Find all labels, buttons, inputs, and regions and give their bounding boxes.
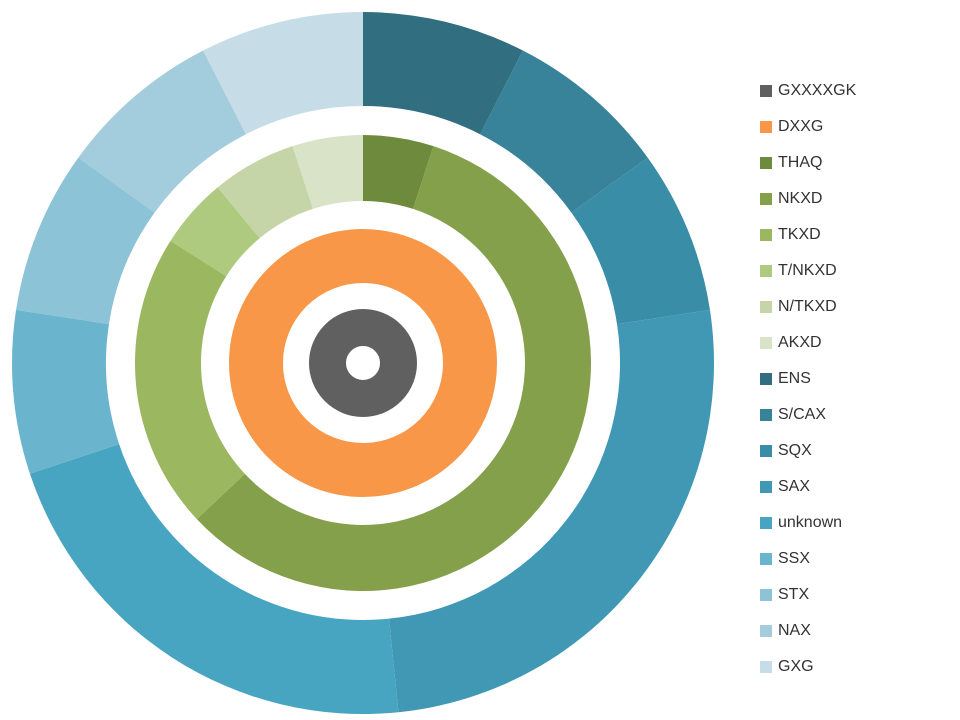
legend-swatch xyxy=(760,265,772,277)
legend-label: GXXXXGK xyxy=(778,82,857,99)
legend-item-sqx: SQX xyxy=(760,441,856,477)
legend-item-sax: SAX xyxy=(760,477,856,513)
slice-ssx xyxy=(11,309,120,474)
slice-stx xyxy=(16,157,155,325)
legend-label: STX xyxy=(778,586,810,603)
legend-swatch xyxy=(760,517,772,529)
legend-swatch xyxy=(760,85,772,97)
legend-item-s-cax: S/CAX xyxy=(760,405,856,441)
slice-unknown xyxy=(29,444,399,715)
legend-swatch xyxy=(760,409,772,421)
legend-label: NKXD xyxy=(778,190,823,207)
slice-t-nkxd xyxy=(170,187,260,277)
legend-item-tkxd: TKXD xyxy=(760,225,856,261)
legend-swatch xyxy=(760,301,772,313)
legend-label: AKXD xyxy=(778,334,822,351)
legend-label: DXXG xyxy=(778,118,824,135)
legend-item-stx: STX xyxy=(760,585,856,621)
slice-nkxd xyxy=(196,146,591,592)
legend-swatch xyxy=(760,193,772,205)
legend-swatch xyxy=(760,121,772,133)
slice-sqx xyxy=(571,157,710,325)
legend-item-n-tkxd: N/TKXD xyxy=(760,297,856,333)
legend-label: S/CAX xyxy=(778,406,827,423)
slice-thaq xyxy=(363,135,434,209)
legend-item-ssx: SSX xyxy=(760,549,856,585)
legend-item-nkxd: NKXD xyxy=(760,189,856,225)
legend-label: SAX xyxy=(778,478,811,495)
slice-gxxxxgk xyxy=(309,308,417,418)
slice-akxd xyxy=(292,135,363,209)
slice-nax xyxy=(78,50,246,213)
legend-swatch xyxy=(760,625,772,637)
slice-gxg xyxy=(203,12,363,135)
chart-legend: GXXXXGK DXXG THAQ NKXD TKXD T/NKXD N/TKXD AKXD E… xyxy=(760,81,856,693)
legend-item-ens: ENS xyxy=(760,369,856,405)
legend-item-dxxg: DXXG xyxy=(760,117,856,153)
legend-item-akxd: AKXD xyxy=(760,333,856,369)
slice-n-tkxd xyxy=(217,146,313,239)
legend-label: N/TKXD xyxy=(778,298,837,315)
legend-label: SSX xyxy=(778,550,811,567)
legend-label: ENS xyxy=(778,370,811,387)
slice-dxxg xyxy=(229,228,497,498)
legend-swatch xyxy=(760,157,772,169)
legend-item-thaq: THAQ xyxy=(760,153,856,189)
legend-label: TKXD xyxy=(778,226,821,243)
legend-label: THAQ xyxy=(778,154,823,171)
legend-swatch xyxy=(760,229,772,241)
legend-swatch xyxy=(760,589,772,601)
legend-swatch xyxy=(760,481,772,493)
legend-label: unknown xyxy=(778,514,843,531)
slice-s-cax xyxy=(480,50,648,213)
legend-item-gxxxxgk: GXXXXGK xyxy=(760,81,856,117)
legend-item-gxg: GXG xyxy=(760,657,856,693)
slice-sax xyxy=(389,309,715,713)
legend-label: NAX xyxy=(778,622,811,639)
legend-label: GXG xyxy=(778,658,814,675)
legend-swatch xyxy=(760,373,772,385)
legend-swatch xyxy=(760,337,772,349)
legend-label: T/NKXD xyxy=(778,262,837,279)
legend-swatch xyxy=(760,445,772,457)
legend-item-nax: NAX xyxy=(760,621,856,657)
slice-ens xyxy=(363,12,523,135)
legend-swatch xyxy=(760,661,772,673)
slice-tkxd xyxy=(135,240,245,520)
legend-item-t-nkxd: T/NKXD xyxy=(760,261,856,297)
legend-swatch xyxy=(760,553,772,565)
legend-item-unknown: unknown xyxy=(760,513,856,549)
legend-label: SQX xyxy=(778,442,812,459)
